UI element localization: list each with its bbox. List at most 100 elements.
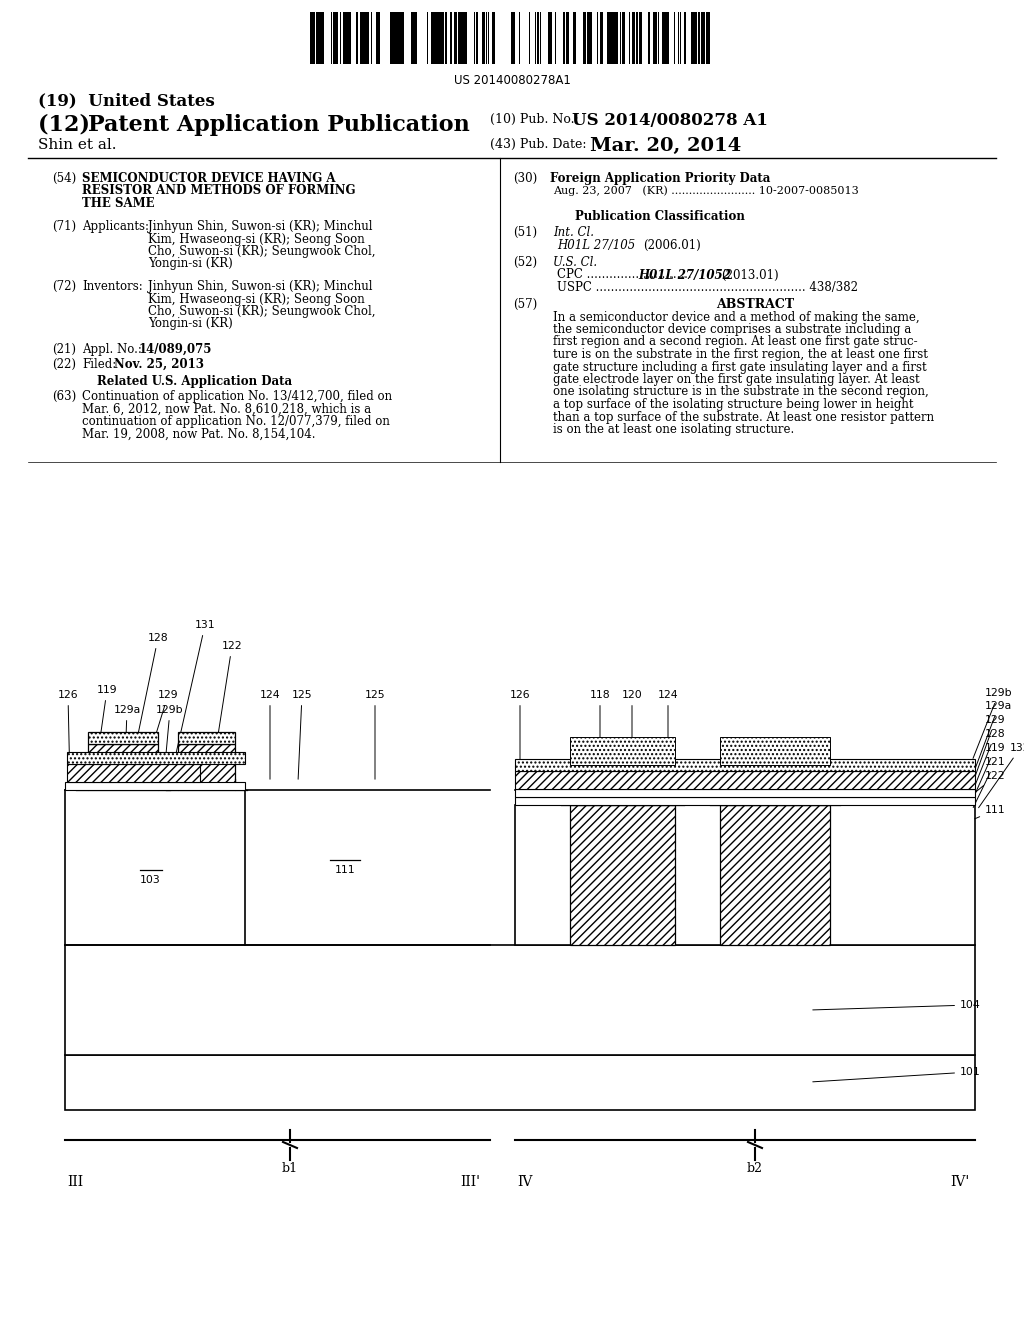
- Bar: [88, 744, 158, 784]
- Bar: [364, 12, 366, 63]
- Bar: [722, 799, 828, 805]
- Bar: [435, 12, 438, 63]
- Text: SEMICONDUCTOR DEVICE HAVING A: SEMICONDUCTOR DEVICE HAVING A: [82, 172, 336, 185]
- Bar: [319, 12, 322, 63]
- Text: Mar. 20, 2014: Mar. 20, 2014: [590, 137, 741, 154]
- Text: 129b: 129b: [157, 705, 184, 762]
- Text: 120: 120: [622, 690, 642, 783]
- Text: 121: 121: [973, 756, 1006, 808]
- Text: Foreign Application Priority Data: Foreign Application Priority Data: [550, 172, 770, 185]
- Text: H01L 27/1052: H01L 27/1052: [638, 268, 731, 281]
- Text: 129a: 129a: [973, 701, 1013, 775]
- Bar: [573, 759, 672, 799]
- Text: Shin et al.: Shin et al.: [38, 139, 117, 152]
- Bar: [400, 12, 402, 63]
- Text: ABSTRACT: ABSTRACT: [716, 298, 794, 312]
- Text: 14/089,075: 14/089,075: [139, 343, 212, 356]
- Text: RESISTOR AND METHODS OF FORMING: RESISTOR AND METHODS OF FORMING: [82, 185, 355, 198]
- Bar: [515, 759, 975, 771]
- Text: USPC ........................................................ 438/382: USPC ...................................…: [557, 281, 858, 294]
- Text: 124: 124: [260, 690, 281, 779]
- Bar: [317, 12, 319, 63]
- Bar: [548, 12, 550, 63]
- Text: Kim, Hwaseong-si (KR); Seong Soon: Kim, Hwaseong-si (KR); Seong Soon: [148, 293, 365, 305]
- Text: 118: 118: [590, 690, 610, 783]
- Bar: [632, 12, 634, 63]
- Bar: [570, 737, 675, 766]
- Bar: [609, 12, 611, 63]
- Text: Int. Cl.: Int. Cl.: [553, 226, 594, 239]
- Bar: [573, 12, 575, 63]
- Text: Cho, Suwon-si (KR); Seungwook Chol,: Cho, Suwon-si (KR); Seungwook Chol,: [148, 246, 376, 257]
- Bar: [666, 12, 669, 63]
- Bar: [356, 12, 358, 63]
- Bar: [570, 805, 675, 945]
- Bar: [584, 12, 586, 63]
- Bar: [377, 12, 380, 63]
- Bar: [566, 12, 568, 63]
- Bar: [442, 12, 444, 63]
- Text: (51): (51): [513, 226, 538, 239]
- Bar: [573, 799, 672, 805]
- Bar: [461, 12, 464, 63]
- Text: 122: 122: [210, 642, 243, 783]
- Text: In a semiconductor device and a method of making the same,: In a semiconductor device and a method o…: [553, 310, 920, 323]
- Bar: [476, 12, 478, 63]
- Text: Applicants:: Applicants:: [82, 220, 150, 234]
- Text: IV: IV: [517, 1175, 532, 1189]
- Text: Mar. 6, 2012, now Pat. No. 8,610,218, which is a: Mar. 6, 2012, now Pat. No. 8,610,218, wh…: [82, 403, 371, 416]
- Bar: [664, 12, 666, 63]
- Text: (30): (30): [513, 172, 538, 185]
- Text: one isolating structure is in the substrate in the second region,: one isolating structure is in the substr…: [553, 385, 929, 399]
- Text: 111: 111: [975, 805, 1006, 818]
- Text: (43) Pub. Date:: (43) Pub. Date:: [490, 139, 587, 150]
- Bar: [395, 12, 397, 63]
- Bar: [310, 12, 314, 63]
- Text: 132: 132: [979, 743, 1024, 808]
- Bar: [515, 789, 975, 797]
- Text: (57): (57): [513, 298, 538, 312]
- Text: (22): (22): [52, 358, 76, 371]
- Text: (19)  United States: (19) United States: [38, 92, 215, 110]
- Text: Yongin-si (KR): Yongin-si (KR): [148, 318, 232, 330]
- Bar: [615, 12, 618, 63]
- Text: (72): (72): [52, 280, 76, 293]
- Bar: [698, 12, 700, 63]
- Bar: [654, 12, 657, 63]
- Bar: [178, 744, 234, 784]
- Text: 131: 131: [175, 620, 215, 755]
- Bar: [458, 12, 461, 63]
- Bar: [720, 737, 830, 766]
- Text: 103: 103: [139, 875, 161, 884]
- Text: Jinhyun Shin, Suwon-si (KR); Minchul: Jinhyun Shin, Suwon-si (KR); Minchul: [148, 220, 373, 234]
- Bar: [550, 12, 552, 63]
- Text: 129a: 129a: [114, 705, 140, 762]
- Bar: [349, 12, 351, 63]
- Text: 128: 128: [973, 729, 1006, 791]
- Text: the semiconductor device comprises a substrate including a: the semiconductor device comprises a sub…: [553, 323, 911, 337]
- Bar: [346, 12, 348, 63]
- Bar: [402, 12, 404, 63]
- Bar: [662, 12, 664, 63]
- Text: Aug. 23, 2007   (KR) ........................ 10-2007-0085013: Aug. 23, 2007 (KR) .....................…: [553, 186, 859, 197]
- Bar: [178, 784, 234, 789]
- Bar: [65, 1055, 975, 1110]
- Bar: [465, 12, 467, 63]
- Text: 126: 126: [510, 690, 530, 783]
- Bar: [515, 805, 975, 945]
- Bar: [390, 12, 393, 63]
- Bar: [720, 805, 830, 945]
- Bar: [691, 12, 693, 63]
- Bar: [589, 12, 592, 63]
- Text: is on the at least one isolating structure.: is on the at least one isolating structu…: [553, 422, 795, 436]
- Text: 129: 129: [148, 690, 178, 758]
- Text: (63): (63): [52, 389, 76, 403]
- Bar: [322, 12, 324, 63]
- Text: Inventors:: Inventors:: [82, 280, 142, 293]
- Text: III': III': [460, 1175, 480, 1189]
- Text: 119: 119: [973, 743, 1006, 799]
- Bar: [65, 781, 245, 789]
- Text: 104: 104: [813, 1001, 981, 1010]
- Bar: [706, 12, 710, 63]
- Text: (52): (52): [513, 256, 538, 269]
